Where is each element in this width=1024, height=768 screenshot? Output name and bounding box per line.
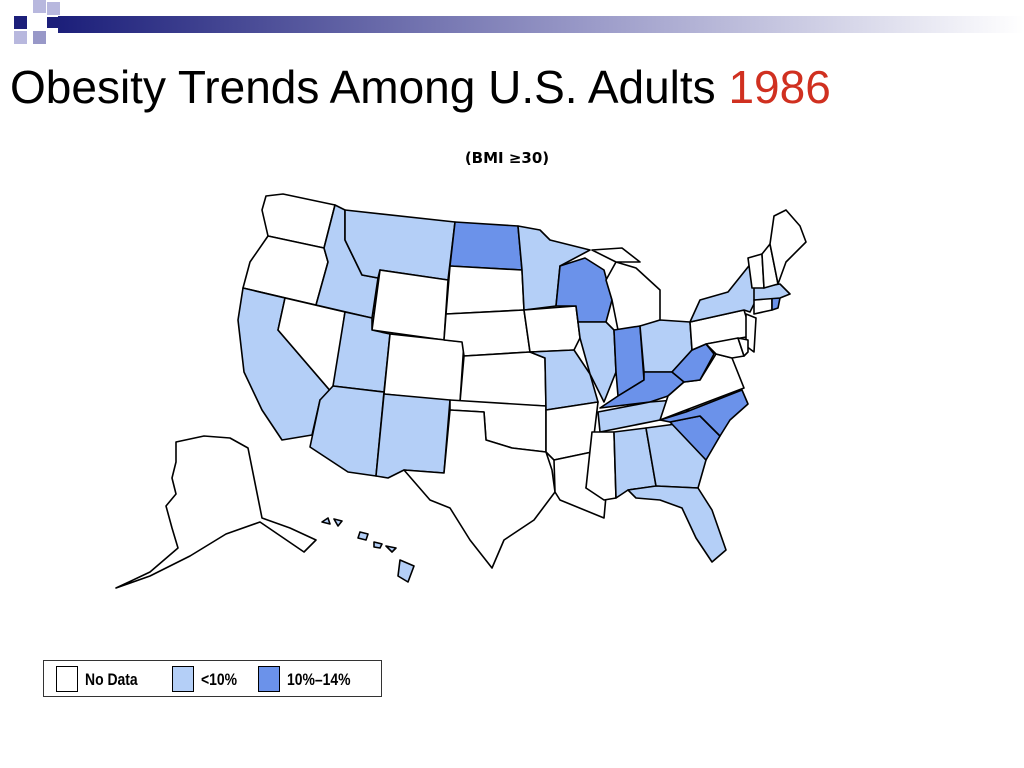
state-nd xyxy=(449,221,523,271)
state-il xyxy=(577,321,617,403)
state-me xyxy=(769,209,807,285)
bmi-subtitle: (BMI ≥30) xyxy=(464,149,550,167)
legend-label-no-data: No Data xyxy=(85,670,138,689)
state-nc xyxy=(659,389,749,437)
state-wy xyxy=(371,269,449,341)
title-year: 1986 xyxy=(728,61,831,113)
state-sd xyxy=(445,265,525,315)
state-ia xyxy=(523,305,581,353)
title-main: Obesity Trends Among U.S. Adults xyxy=(10,61,716,113)
state-ny xyxy=(689,261,757,323)
state-ri xyxy=(771,297,781,311)
legend-swatch-no-data xyxy=(56,666,78,692)
state-tx xyxy=(403,409,556,569)
title-decoration xyxy=(14,0,1024,44)
legend-label-10to14: 10%–14% xyxy=(287,670,351,689)
state-fl xyxy=(627,485,727,563)
state-co xyxy=(383,333,465,403)
state-mt xyxy=(344,209,456,281)
legend-swatch-lt10 xyxy=(172,666,194,692)
state-hi xyxy=(321,517,415,583)
state-ks xyxy=(459,351,547,407)
state-ms xyxy=(585,431,617,501)
state-de xyxy=(737,337,749,357)
legend-swatch-10to14 xyxy=(258,666,280,692)
slide-title: Obesity Trends Among U.S. Adults 1986 xyxy=(10,62,831,113)
legend-label-lt10: <10% xyxy=(201,670,238,689)
state-ga xyxy=(645,423,707,489)
state-ak xyxy=(115,435,317,589)
state-nm xyxy=(375,393,451,479)
state-md xyxy=(705,337,745,359)
state-az xyxy=(309,385,385,477)
map-legend: No Data <10% 10%–14% xyxy=(43,660,382,697)
